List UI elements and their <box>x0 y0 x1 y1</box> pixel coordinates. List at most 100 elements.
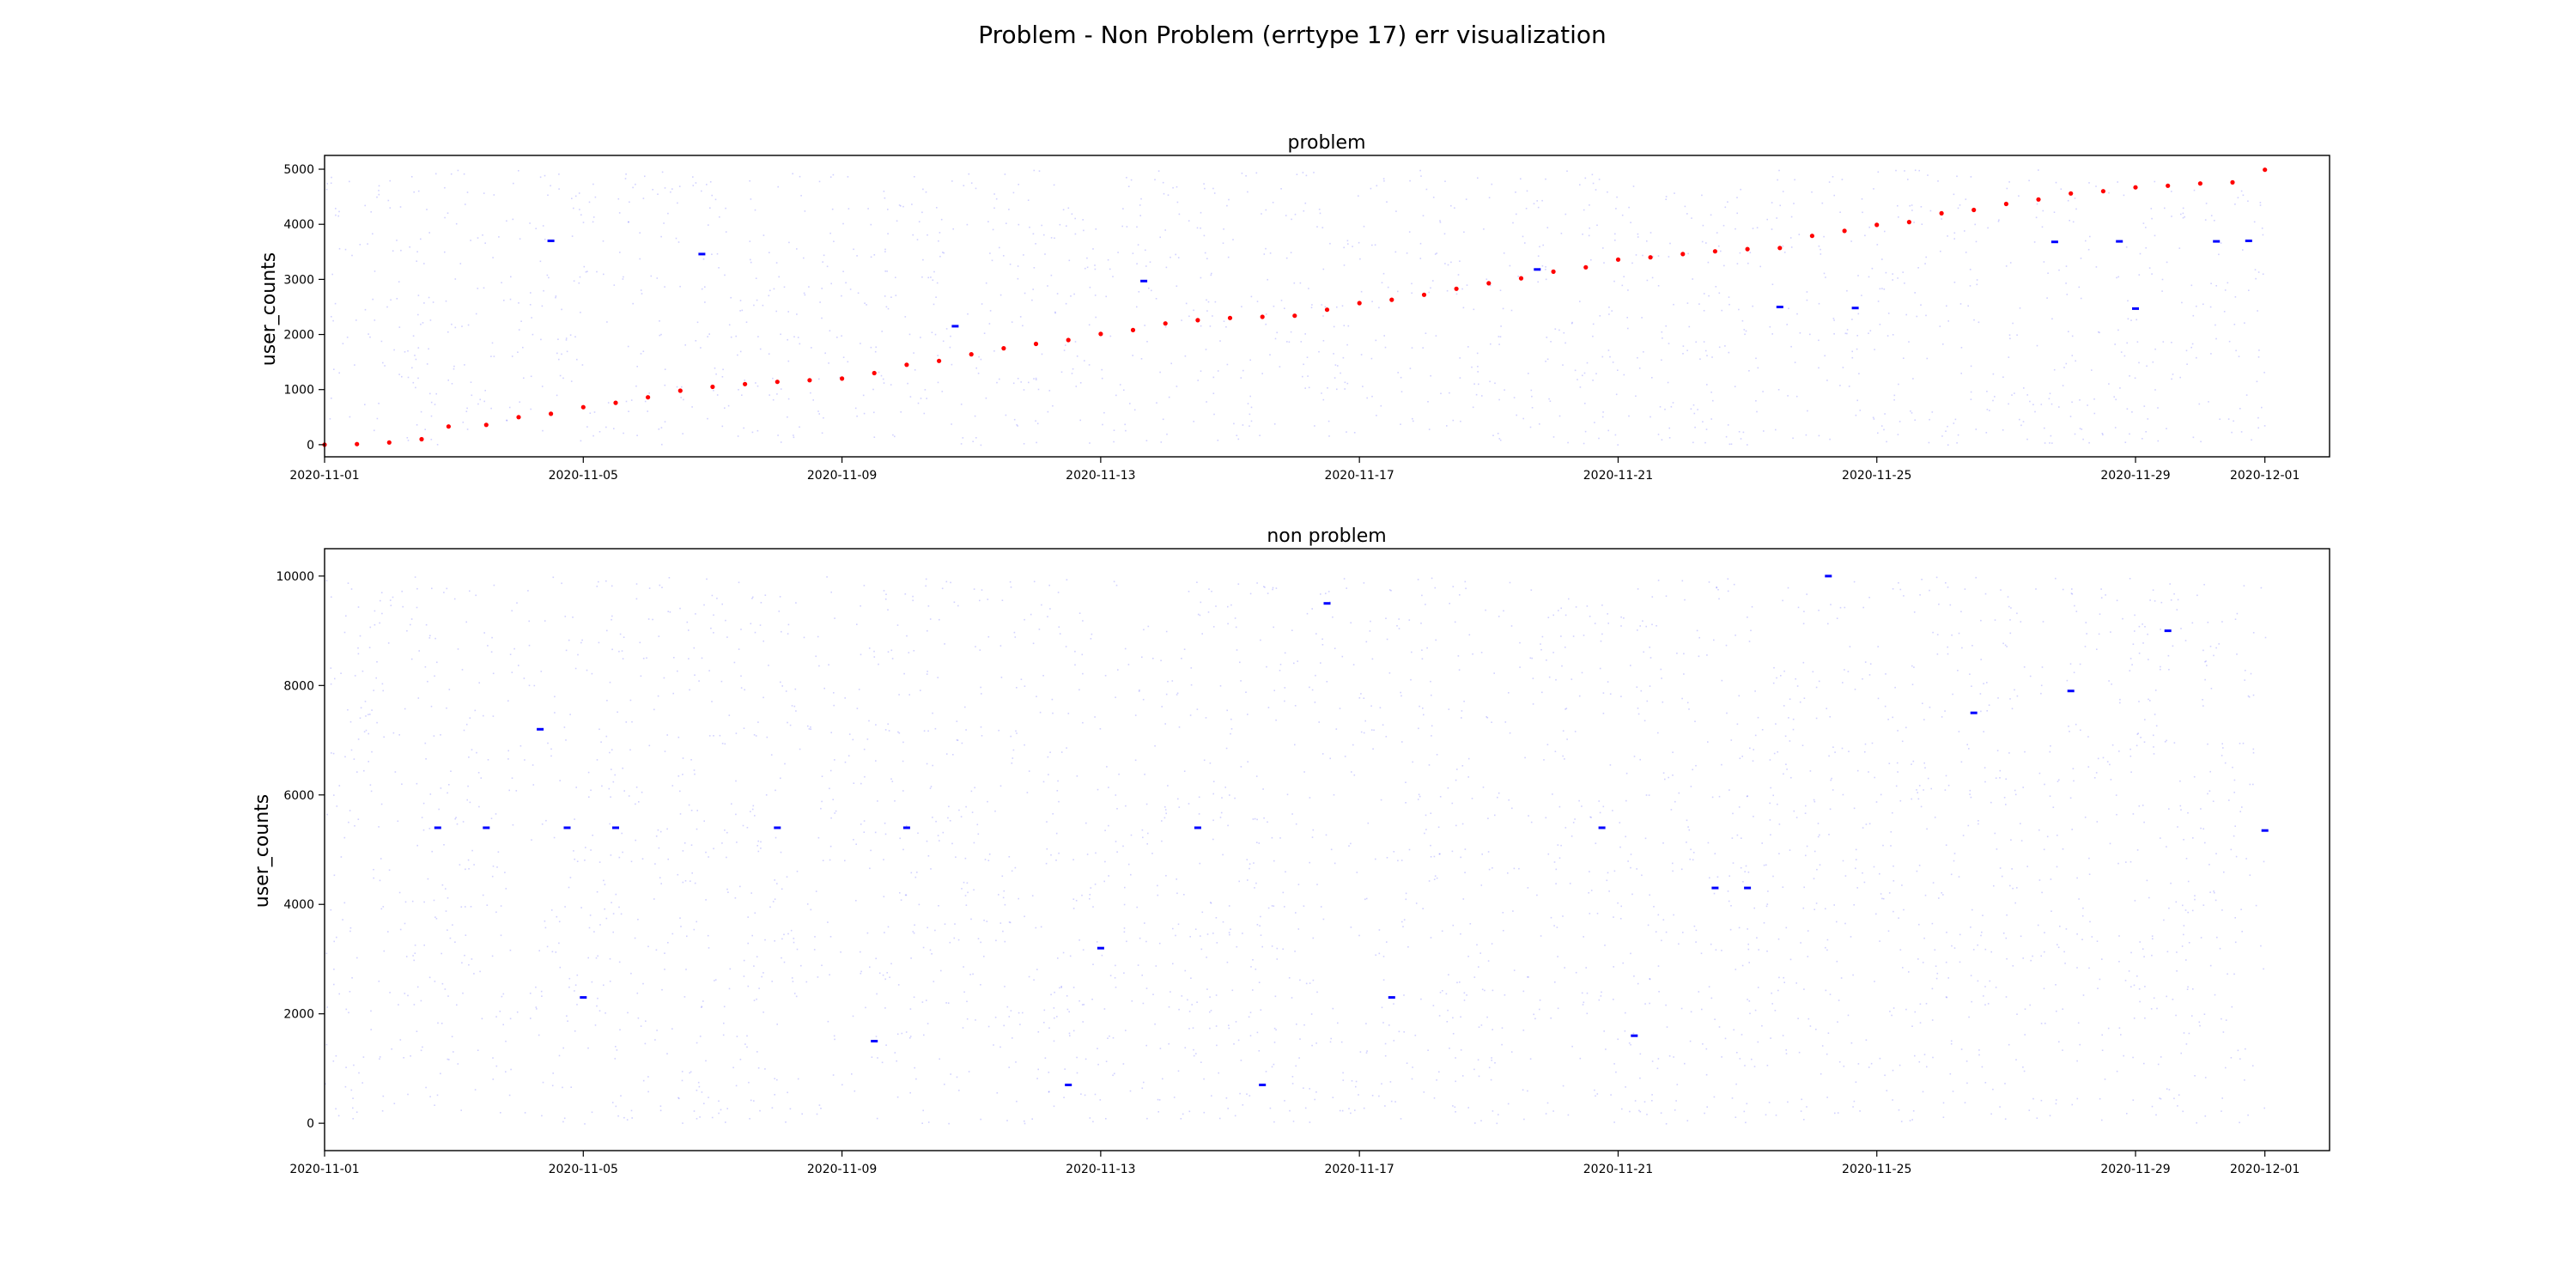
noise-point <box>325 952 328 955</box>
noise-point <box>1394 1101 1396 1103</box>
noise-point <box>443 592 445 593</box>
noise-point <box>1315 674 1316 677</box>
noise-point <box>929 949 932 951</box>
noise-point <box>1536 894 1538 896</box>
noise-point <box>535 986 537 988</box>
noise-point <box>630 860 633 863</box>
noise-point <box>1625 1086 1626 1088</box>
noise-point <box>2057 781 2059 782</box>
noise-point <box>605 1012 606 1014</box>
noise-point <box>2108 680 2110 682</box>
noise-point <box>350 749 353 751</box>
noise-point <box>750 892 752 894</box>
noise-point <box>739 885 741 888</box>
noise-point <box>1586 992 1589 994</box>
noise-point <box>1752 228 1754 229</box>
noise-point <box>1082 672 1084 675</box>
noise-point <box>1805 805 1807 807</box>
noise-point <box>914 924 915 927</box>
noise-point <box>2028 179 2030 182</box>
noise-point <box>1741 319 1744 322</box>
noise-point <box>1722 224 1725 227</box>
noise-point <box>923 1034 925 1036</box>
noise-point <box>1826 1097 1828 1098</box>
noise-point <box>1604 945 1606 946</box>
noise-point <box>1939 325 1941 327</box>
noise-point <box>1729 928 1732 931</box>
noise-point <box>917 402 920 404</box>
noise-point <box>1800 1110 1802 1112</box>
noise-point <box>927 1023 929 1024</box>
noise-point <box>729 968 732 970</box>
noise-point <box>884 729 887 731</box>
noise-point <box>2050 910 2052 912</box>
noise-point <box>973 841 975 844</box>
noise-point <box>1673 303 1674 306</box>
noise-point <box>1212 187 1214 190</box>
noise-point <box>678 185 681 187</box>
noise-point <box>1584 177 1587 179</box>
noise-point <box>688 629 690 631</box>
noise-point <box>404 993 406 994</box>
noise-point <box>1262 788 1264 790</box>
noise-point <box>2062 385 2064 386</box>
noise-point <box>1667 381 1669 384</box>
noise-point <box>1397 290 1399 293</box>
noise-point <box>783 961 786 963</box>
noise-point <box>1446 1021 1449 1023</box>
data-point <box>698 252 706 256</box>
noise-point <box>1875 801 1878 803</box>
noise-point <box>471 749 473 750</box>
noise-point <box>1821 1045 1824 1047</box>
noise-point <box>1134 714 1137 716</box>
noise-point <box>2247 200 2249 202</box>
noise-point <box>1296 173 1298 175</box>
noise-point <box>920 337 921 338</box>
noise-point <box>1701 194 1703 197</box>
noise-point <box>1947 646 1948 648</box>
noise-point <box>1898 383 1899 386</box>
noise-point <box>1507 1103 1510 1105</box>
noise-point <box>2134 614 2136 617</box>
noise-point <box>1969 285 1971 287</box>
noise-point <box>1177 1070 1180 1072</box>
noise-point <box>1854 689 1856 690</box>
noise-point <box>1475 393 1478 396</box>
noise-point <box>1031 1118 1033 1120</box>
noise-point <box>2238 355 2240 357</box>
noise-point <box>1623 276 1625 277</box>
noise-point <box>343 902 346 904</box>
noise-point <box>679 917 681 919</box>
noise-point <box>685 969 687 970</box>
noise-point <box>1853 580 1856 583</box>
noise-point <box>1228 198 1230 201</box>
noise-point <box>571 197 573 199</box>
noise-point <box>2129 375 2130 377</box>
noise-point <box>1172 927 1174 930</box>
noise-point <box>1461 288 1463 290</box>
noise-point <box>1958 632 1960 635</box>
noise-point <box>2095 185 2097 187</box>
noise-point <box>606 629 608 632</box>
noise-point <box>1592 182 1595 185</box>
noise-point <box>1932 1056 1934 1059</box>
y-tick-label: 0 <box>307 439 314 453</box>
noise-point <box>1209 1011 1211 1013</box>
noise-point <box>1649 232 1652 234</box>
data-point <box>2213 240 2221 243</box>
noise-point <box>1282 948 1284 951</box>
noise-point <box>2071 335 2074 337</box>
noise-point <box>367 243 368 245</box>
noise-point <box>2178 247 2181 249</box>
x-tick-label: 2020-11-17 <box>1324 469 1394 483</box>
noise-point <box>2231 1005 2233 1008</box>
noise-point <box>2142 222 2145 224</box>
noise-point <box>1038 170 1041 172</box>
noise-point <box>2252 632 2255 634</box>
noise-point <box>1830 604 1832 605</box>
noise-point <box>1382 272 1385 275</box>
noise-point <box>1923 937 1925 939</box>
noise-point <box>542 1081 544 1084</box>
noise-point <box>1433 1097 1436 1099</box>
noise-point <box>444 988 447 990</box>
